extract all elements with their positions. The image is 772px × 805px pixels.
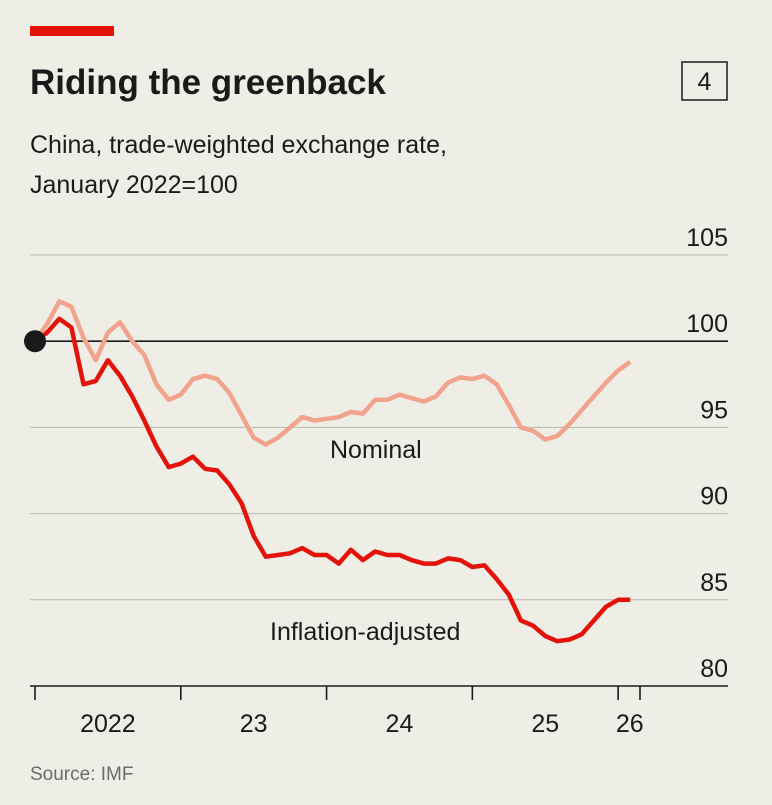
y-tick-label: 85 <box>700 569 728 597</box>
badge: 4 <box>698 68 712 96</box>
accent-bar <box>30 26 114 36</box>
badge-box <box>681 61 728 101</box>
x-tick-label: 25 <box>531 710 559 738</box>
x-tick-label: 26 <box>616 710 644 738</box>
y-tick-label: 105 <box>686 224 728 252</box>
series-label: Nominal <box>330 436 422 464</box>
series-label: Inflation-adjusted <box>270 618 460 646</box>
chart-title: Riding the greenback <box>30 63 386 102</box>
series-line <box>33 316 631 644</box>
start-dot <box>24 330 46 353</box>
subtitle: China, trade-weighted exchange rate, <box>30 131 447 159</box>
y-tick-label: 80 <box>700 655 728 683</box>
x-tick-label: 24 <box>386 710 414 738</box>
x-tick-label: 2022 <box>80 710 136 738</box>
source: Source: IMF <box>30 764 133 785</box>
series-line <box>33 299 632 447</box>
subtitle: January 2022=100 <box>30 171 238 199</box>
y-tick-label: 90 <box>700 483 728 511</box>
y-tick-label: 100 <box>686 310 728 338</box>
x-tick-label: 23 <box>240 710 268 738</box>
y-tick-label: 95 <box>700 396 728 424</box>
